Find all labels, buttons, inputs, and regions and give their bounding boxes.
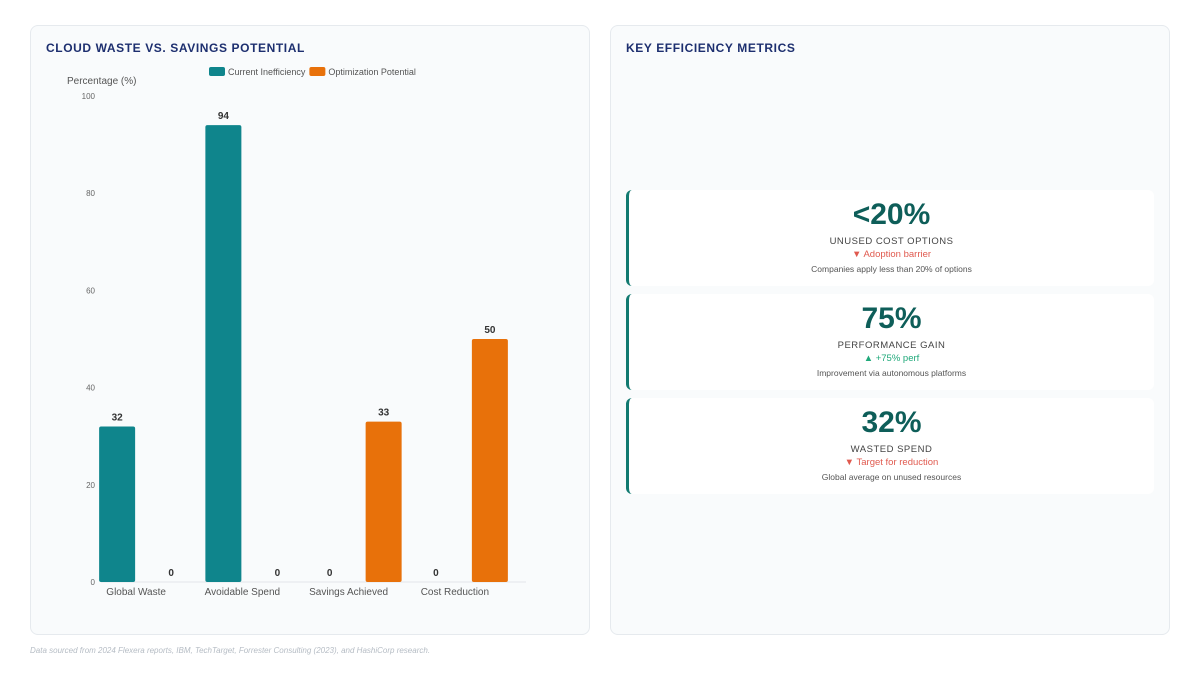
bar-optimization-potential xyxy=(365,421,402,582)
metric-card-unused-cost-options: <20% UNUSED COST OPTIONS ▼ Adoption barr… xyxy=(626,190,1154,286)
data-label: 50 xyxy=(484,325,496,336)
x-tick-label: Global Waste xyxy=(106,587,166,598)
y-tick-label: 40 xyxy=(86,384,95,393)
y-tick-label: 60 xyxy=(86,286,95,295)
legend-label: Optimization Potential xyxy=(328,67,416,77)
metric-value: 32% xyxy=(861,406,922,439)
metric-trend: ▼ Target for reduction xyxy=(844,457,939,468)
y-tick-label: 20 xyxy=(86,481,95,490)
metric-description: Global average on unused resources xyxy=(821,472,962,482)
metrics-panel: KEY EFFICIENCY METRICS <20% UNUSED COST … xyxy=(610,25,1170,635)
data-label: 33 xyxy=(378,408,390,419)
y-tick-label: 80 xyxy=(86,189,95,198)
metric-label: PERFORMANCE GAIN xyxy=(837,340,946,351)
data-label: 0 xyxy=(275,568,281,579)
bar-current-inefficiency xyxy=(99,426,136,582)
metric-trend: ▼ Adoption barrier xyxy=(851,249,932,260)
x-tick-label: Savings Achieved xyxy=(309,587,388,598)
legend-label: Current Inefficiency xyxy=(228,67,306,77)
bar-current-inefficiency xyxy=(205,125,242,582)
x-tick-label: Cost Reduction xyxy=(421,587,489,598)
x-tick-label: Avoidable Spend xyxy=(205,587,280,598)
metric-trend: ▲ +75% perf xyxy=(863,353,920,364)
metric-label: WASTED SPEND xyxy=(850,444,933,455)
metric-description: Companies apply less than 20% of options xyxy=(811,264,972,274)
data-label: 94 xyxy=(218,111,230,122)
bar-optimization-potential xyxy=(471,339,508,582)
metric-card-performance-gain: 75% PERFORMANCE GAIN ▲ +75% perf Improve… xyxy=(626,294,1154,390)
metric-description: Improvement via autonomous platforms xyxy=(816,368,967,378)
metric-value: 75% xyxy=(861,302,922,335)
data-label: 32 xyxy=(112,412,124,423)
chart-title: CLOUD WASTE VS. SAVINGS POTENTIAL xyxy=(46,41,305,55)
bar-chart: Percentage (%) 0 20 40 60 80 100 Current Ineffi… xyxy=(67,67,526,598)
legend-swatch xyxy=(309,67,326,76)
y-tick-label: 0 xyxy=(91,578,96,587)
metric-card-wasted-spend: 32% WASTED SPEND ▼ Target for reduction … xyxy=(626,398,1154,494)
metric-value: <20% xyxy=(852,198,931,231)
metric-label: UNUSED COST OPTIONS xyxy=(829,236,954,247)
chart-panel: CLOUD WASTE VS. SAVINGS POTENTIAL Percen… xyxy=(30,25,590,635)
data-label: 0 xyxy=(433,568,439,579)
source-note: Data sourced from 2024 Flexera reports, … xyxy=(30,646,431,655)
data-label: 0 xyxy=(168,568,174,579)
legend-swatch xyxy=(209,67,225,76)
y-axis-label: Percentage (%) xyxy=(67,76,136,87)
y-tick-label: 100 xyxy=(82,92,96,101)
metrics-title: KEY EFFICIENCY METRICS xyxy=(626,41,796,55)
data-label: 0 xyxy=(327,568,333,579)
